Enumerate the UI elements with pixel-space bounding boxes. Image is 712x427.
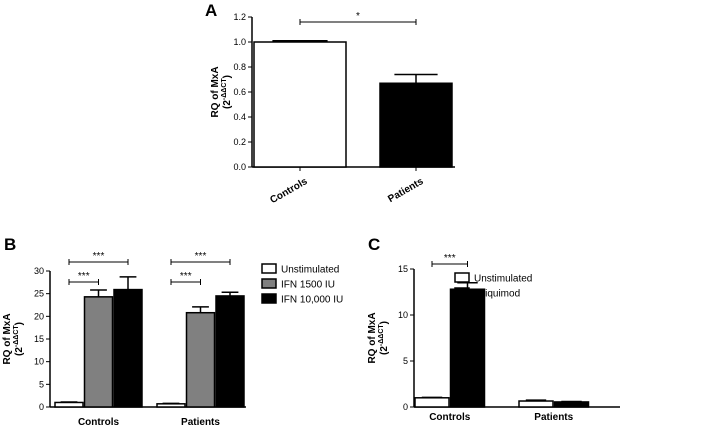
legend-label: IFN 1500 IU — [281, 280, 335, 291]
bar-controls-2 — [449, 288, 486, 408]
significance-label: *** — [93, 251, 105, 262]
y-tick-label: 1.2 — [233, 12, 246, 22]
bar-patients-3 — [215, 295, 245, 408]
panel-letter-c: C — [368, 235, 380, 254]
y-tick-label: 10 — [34, 357, 44, 367]
y-tick-label: 25 — [34, 289, 44, 299]
y-tick-label: 0.4 — [233, 112, 246, 122]
y-tick-label: 15 — [34, 334, 44, 344]
legend-label: Imiquimod — [474, 289, 520, 300]
y-tick-label: 10 — [398, 310, 408, 320]
formula-superscript: -ΔΔCT — [378, 324, 385, 346]
bar-controls-3 — [113, 288, 143, 408]
y-tick-label: 0.6 — [233, 87, 246, 97]
panel-letter-b: B — [4, 235, 16, 254]
x-tick-label: Controls — [429, 412, 471, 423]
y-tick-label: 1.0 — [233, 37, 246, 47]
y-axis-formula: (2-ΔΔCT) — [13, 322, 25, 356]
y-tick-label: 0.0 — [233, 162, 246, 172]
panel-b: B 0 5 10 15 20 25 30 RQ of MxA (2-ΔΔCT) Controls Pa… — [2, 235, 343, 427]
bar-controls-1 — [414, 397, 450, 408]
legend-swatch — [261, 278, 277, 289]
y-axis-title: RQ of MxA — [367, 312, 378, 363]
panel-a: A 0.0 0.2 0.4 0.6 0.8 1.0 1.2 RQ of MxA (2-ΔΔCT) C… — [205, 1, 455, 206]
legend-swatch — [261, 263, 277, 274]
bar-patients-1 — [156, 403, 186, 408]
legend-swatch — [454, 287, 470, 298]
y-tick-label: 0.2 — [233, 137, 246, 147]
x-tick-label: Controls — [78, 417, 120, 427]
x-tick-label: Patients — [386, 176, 426, 205]
y-axis-formula: (2-ΔΔCT) — [378, 321, 390, 355]
formula-base: (2 — [379, 346, 390, 355]
legend-swatch — [454, 272, 470, 283]
y-axis-title: RQ of MxA — [210, 66, 221, 117]
formula-base: (2 — [222, 100, 233, 109]
significance-label: *** — [78, 271, 90, 282]
bar-patients-1 — [518, 400, 554, 408]
y-tick-label: 20 — [34, 311, 44, 321]
bar-patients-2 — [553, 401, 590, 408]
y-axis-label: RQ of MxA (2-ΔΔCT) — [210, 66, 233, 117]
y-tick-label: 15 — [398, 264, 408, 274]
legend-label: Unstimulated — [474, 274, 532, 285]
x-tick-label: Controls — [268, 176, 309, 206]
legend-label: IFN 10,000 IU — [281, 295, 343, 306]
y-axis-label: RQ of MxA (2-ΔΔCT) — [367, 312, 390, 363]
y-axis-title: RQ of MxA — [2, 313, 13, 364]
y-tick-label: 0 — [39, 402, 44, 412]
y-tick-label: 5 — [39, 379, 44, 389]
y-axis-label: RQ of MxA (2-ΔΔCT) — [2, 313, 25, 364]
y-axis-formula: (2-ΔΔCT) — [221, 75, 233, 109]
legend-swatch — [261, 293, 277, 304]
bar-controls-2 — [83, 296, 114, 408]
x-tick-label: Patients — [534, 412, 573, 423]
formula-base: (2 — [14, 347, 25, 356]
bar-controls — [253, 41, 347, 168]
formula-close: ) — [222, 75, 233, 78]
y-tick-label: 0 — [403, 402, 408, 412]
formula-superscript: -ΔΔCT — [13, 325, 20, 347]
x-tick-label: Patients — [181, 417, 220, 427]
significance-label: * — [356, 11, 360, 22]
bar-patients — [379, 82, 453, 168]
y-tick-label: 30 — [34, 266, 44, 276]
formula-close: ) — [14, 322, 25, 325]
formula-superscript: -ΔΔCT — [221, 78, 228, 100]
y-tick-label: 0.8 — [233, 62, 246, 72]
formula-close: ) — [379, 321, 390, 324]
significance-label: *** — [180, 271, 192, 282]
bar-controls-1 — [54, 401, 84, 408]
significance-label: *** — [444, 253, 456, 264]
y-tick-label: 5 — [403, 356, 408, 366]
bar-patients-2 — [185, 311, 216, 408]
panel-letter-a: A — [205, 1, 217, 20]
panel-c: C 0 5 10 15 RQ of MxA (2-ΔΔCT) Controls Patients… — [367, 235, 620, 423]
legend-label: Unstimulated — [281, 265, 339, 276]
significance-label: *** — [195, 251, 207, 262]
